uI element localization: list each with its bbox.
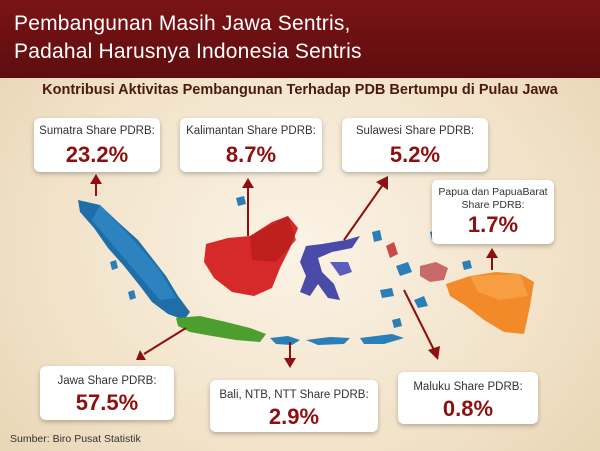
map-ntt-1: [306, 337, 350, 345]
arrow-maluku: [403, 289, 440, 360]
arrow-sumatra: [90, 174, 102, 196]
chart-subtitle: Kontribusi Aktivitas Pembangunan Terhada…: [42, 82, 558, 98]
map-papua-bird: [420, 262, 448, 282]
value-kalimantan: 8.7%: [225, 142, 277, 167]
map-sumatra-shade: [92, 205, 176, 300]
card-maluku: Maluku Share PDRB: 0.8%: [398, 372, 538, 424]
label-bali-ntb-ntt: Bali, NTB, NTT Share PDRB:: [219, 389, 369, 401]
map-maluku-2: [372, 230, 382, 242]
page-title-line-2: Padahal Harusnya Indonesia Sentris: [14, 40, 362, 63]
label-jawa: Jawa Share PDRB:: [57, 375, 157, 387]
map-ntt-2: [360, 334, 404, 344]
arrow-jawa: [136, 327, 187, 360]
value-sumatra: 23.2%: [65, 142, 129, 167]
map-sulawesi: [300, 236, 360, 300]
map-bali-ntb-ntt: [270, 336, 300, 345]
label-maluku: Maluku Share PDRB:: [413, 381, 523, 393]
map-maluku-5: [414, 296, 428, 308]
label-kalimantan: Kalimantan Share PDRB:: [186, 125, 316, 137]
value-sulawesi: 5.2%: [389, 142, 441, 167]
value-bali-ntb-ntt: 2.9%: [268, 404, 320, 429]
value-papua: 1.7%: [467, 212, 519, 237]
map-papua-shade: [470, 274, 528, 300]
map-kalimantan-shade: [250, 216, 296, 262]
map-islet-2: [128, 290, 136, 300]
map-maluku-1: [386, 242, 398, 258]
value-jawa: 57.5%: [75, 390, 139, 415]
label-papua: Papua dan PapuaBarat Share PDRB:: [438, 186, 548, 211]
map-maluku-3: [396, 262, 412, 276]
card-kalimantan: Kalimantan Share PDRB: 8.7%: [180, 118, 322, 172]
card-sulawesi: Sulawesi Share PDRB: 5.2%: [342, 118, 488, 172]
map-islet-3: [236, 196, 246, 206]
card-papua: Papua dan PapuaBarat Share PDRB: 1.7%: [432, 180, 554, 244]
arrow-kalimantan: [242, 178, 254, 236]
label-sumatra: Sumatra Share PDRB:: [39, 125, 155, 137]
map-maluku-6: [392, 318, 402, 328]
source-note: Sumber: Biro Pusat Statistik: [10, 433, 141, 445]
label-sulawesi: Sulawesi Share PDRB:: [355, 125, 475, 137]
map-islet-5: [462, 260, 472, 270]
map-jawa: [176, 316, 266, 342]
card-sumatra: Sumatra Share PDRB: 23.2%: [34, 118, 160, 172]
card-jawa: Jawa Share PDRB: 57.5%: [40, 366, 174, 420]
page-title-line-1: Pembangunan Masih Jawa Sentris,: [14, 12, 351, 35]
map-sulawesi-arm: [330, 262, 352, 276]
value-maluku: 0.8%: [442, 396, 494, 421]
arrow-bali-ntb-ntt: [284, 342, 296, 368]
card-bali-ntb-ntt: Bali, NTB, NTT Share PDRB: 2.9%: [210, 380, 378, 432]
arrow-papua: [486, 248, 498, 270]
map-maluku-4: [380, 288, 394, 298]
map-islet-1: [110, 260, 118, 270]
arrow-sulawesi: [343, 176, 388, 241]
header-banner: Pembangunan Masih Jawa Sentris, Padahal …: [0, 0, 600, 78]
